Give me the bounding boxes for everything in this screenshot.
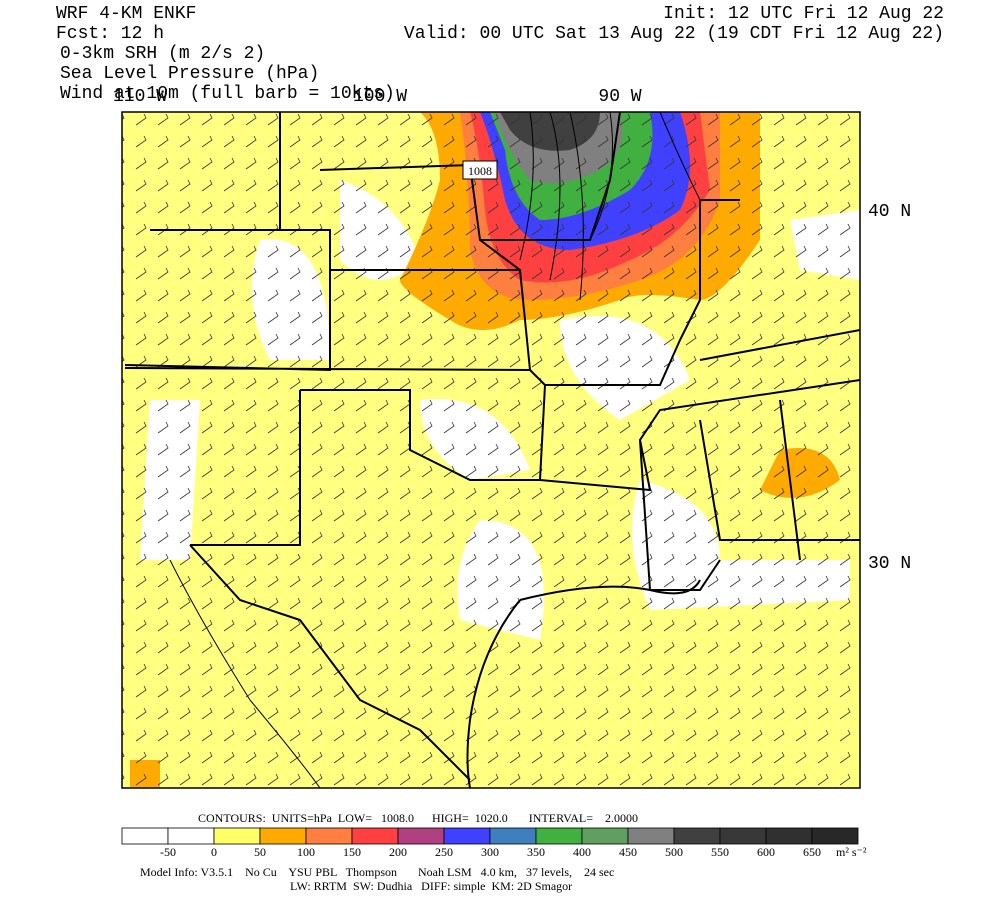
colorbar: -50 0 50 100 150 200 250 300 350 400 450 500 550 600 6… <box>121 827 867 859</box>
colorbar-box <box>581 827 629 845</box>
colorbar-label: 500 <box>665 845 683 859</box>
header-left: Fcst: 12 h <box>56 24 164 44</box>
model-info: Model Info: V3.5.1 No Cu YSU PBL Thompso… <box>140 865 614 879</box>
colorbar-box <box>167 827 215 845</box>
colorbar-box <box>397 827 445 845</box>
colorbar-box <box>259 827 307 845</box>
colorbar-box <box>627 827 675 845</box>
colorbar-label: 250 <box>435 845 453 859</box>
colorbar-label: 650 <box>803 845 821 859</box>
colorbar-label: 300 <box>481 845 499 859</box>
lon-label: 110 W <box>113 87 167 107</box>
lat-label: 30 N <box>868 554 911 574</box>
header-right: Init: 12 UTC Fri 12 Aug 22 <box>663 4 944 24</box>
colorbar-units: m² s⁻² <box>836 845 867 859</box>
colorbar-label: 350 <box>527 845 545 859</box>
colorbar-box <box>765 827 813 845</box>
colorbar-label: 50 <box>254 845 266 859</box>
colorbar-label: 0 <box>211 845 217 859</box>
model-info: LW: RRTM SW: Dudhia DIFF: simple KM: 2D … <box>290 879 572 893</box>
colorbar-box <box>351 827 399 845</box>
colorbar-label: 400 <box>573 845 591 859</box>
colorbar-label: 200 <box>389 845 407 859</box>
colorbar-box <box>305 827 353 845</box>
colorbar-box <box>213 827 261 845</box>
contour-info: CONTOURS: UNITS=hPa LOW= 1008.0 HIGH= 10… <box>198 811 638 825</box>
header-left: Sea Level Pressure (hPa) <box>60 64 319 84</box>
colorbar-label: 150 <box>343 845 361 859</box>
lat-label: 40 N <box>868 202 911 222</box>
contour-label-box <box>462 160 498 180</box>
map <box>122 112 860 788</box>
header-left: WRF 4-KM ENKF <box>56 4 196 24</box>
colorbar-label: 450 <box>619 845 637 859</box>
colorbar-label: 100 <box>297 845 315 859</box>
lon-label: 100 W <box>353 87 407 107</box>
colorbar-label: 550 <box>711 845 729 859</box>
colorbar-box <box>443 827 491 845</box>
colorbar-box <box>719 827 767 845</box>
lon-label: 90 W <box>598 87 641 107</box>
colorbar-box <box>811 827 859 845</box>
map-frame <box>121 111 861 789</box>
header-right: Valid: 00 UTC Sat 13 Aug 22 (19 CDT Fri … <box>404 24 944 44</box>
header-left: 0-3km SRH (m 2/s 2) <box>60 44 265 64</box>
colorbar-box <box>535 827 583 845</box>
colorbar-box <box>489 827 537 845</box>
colorbar-label: 600 <box>757 845 775 859</box>
colorbar-box <box>673 827 721 845</box>
contour-label: 1008 <box>468 164 492 178</box>
header-left: Wind at 10m (full barb = 10kts) <box>60 84 395 104</box>
colorbar-label: -50 <box>160 845 176 859</box>
colorbar-box <box>121 827 169 845</box>
